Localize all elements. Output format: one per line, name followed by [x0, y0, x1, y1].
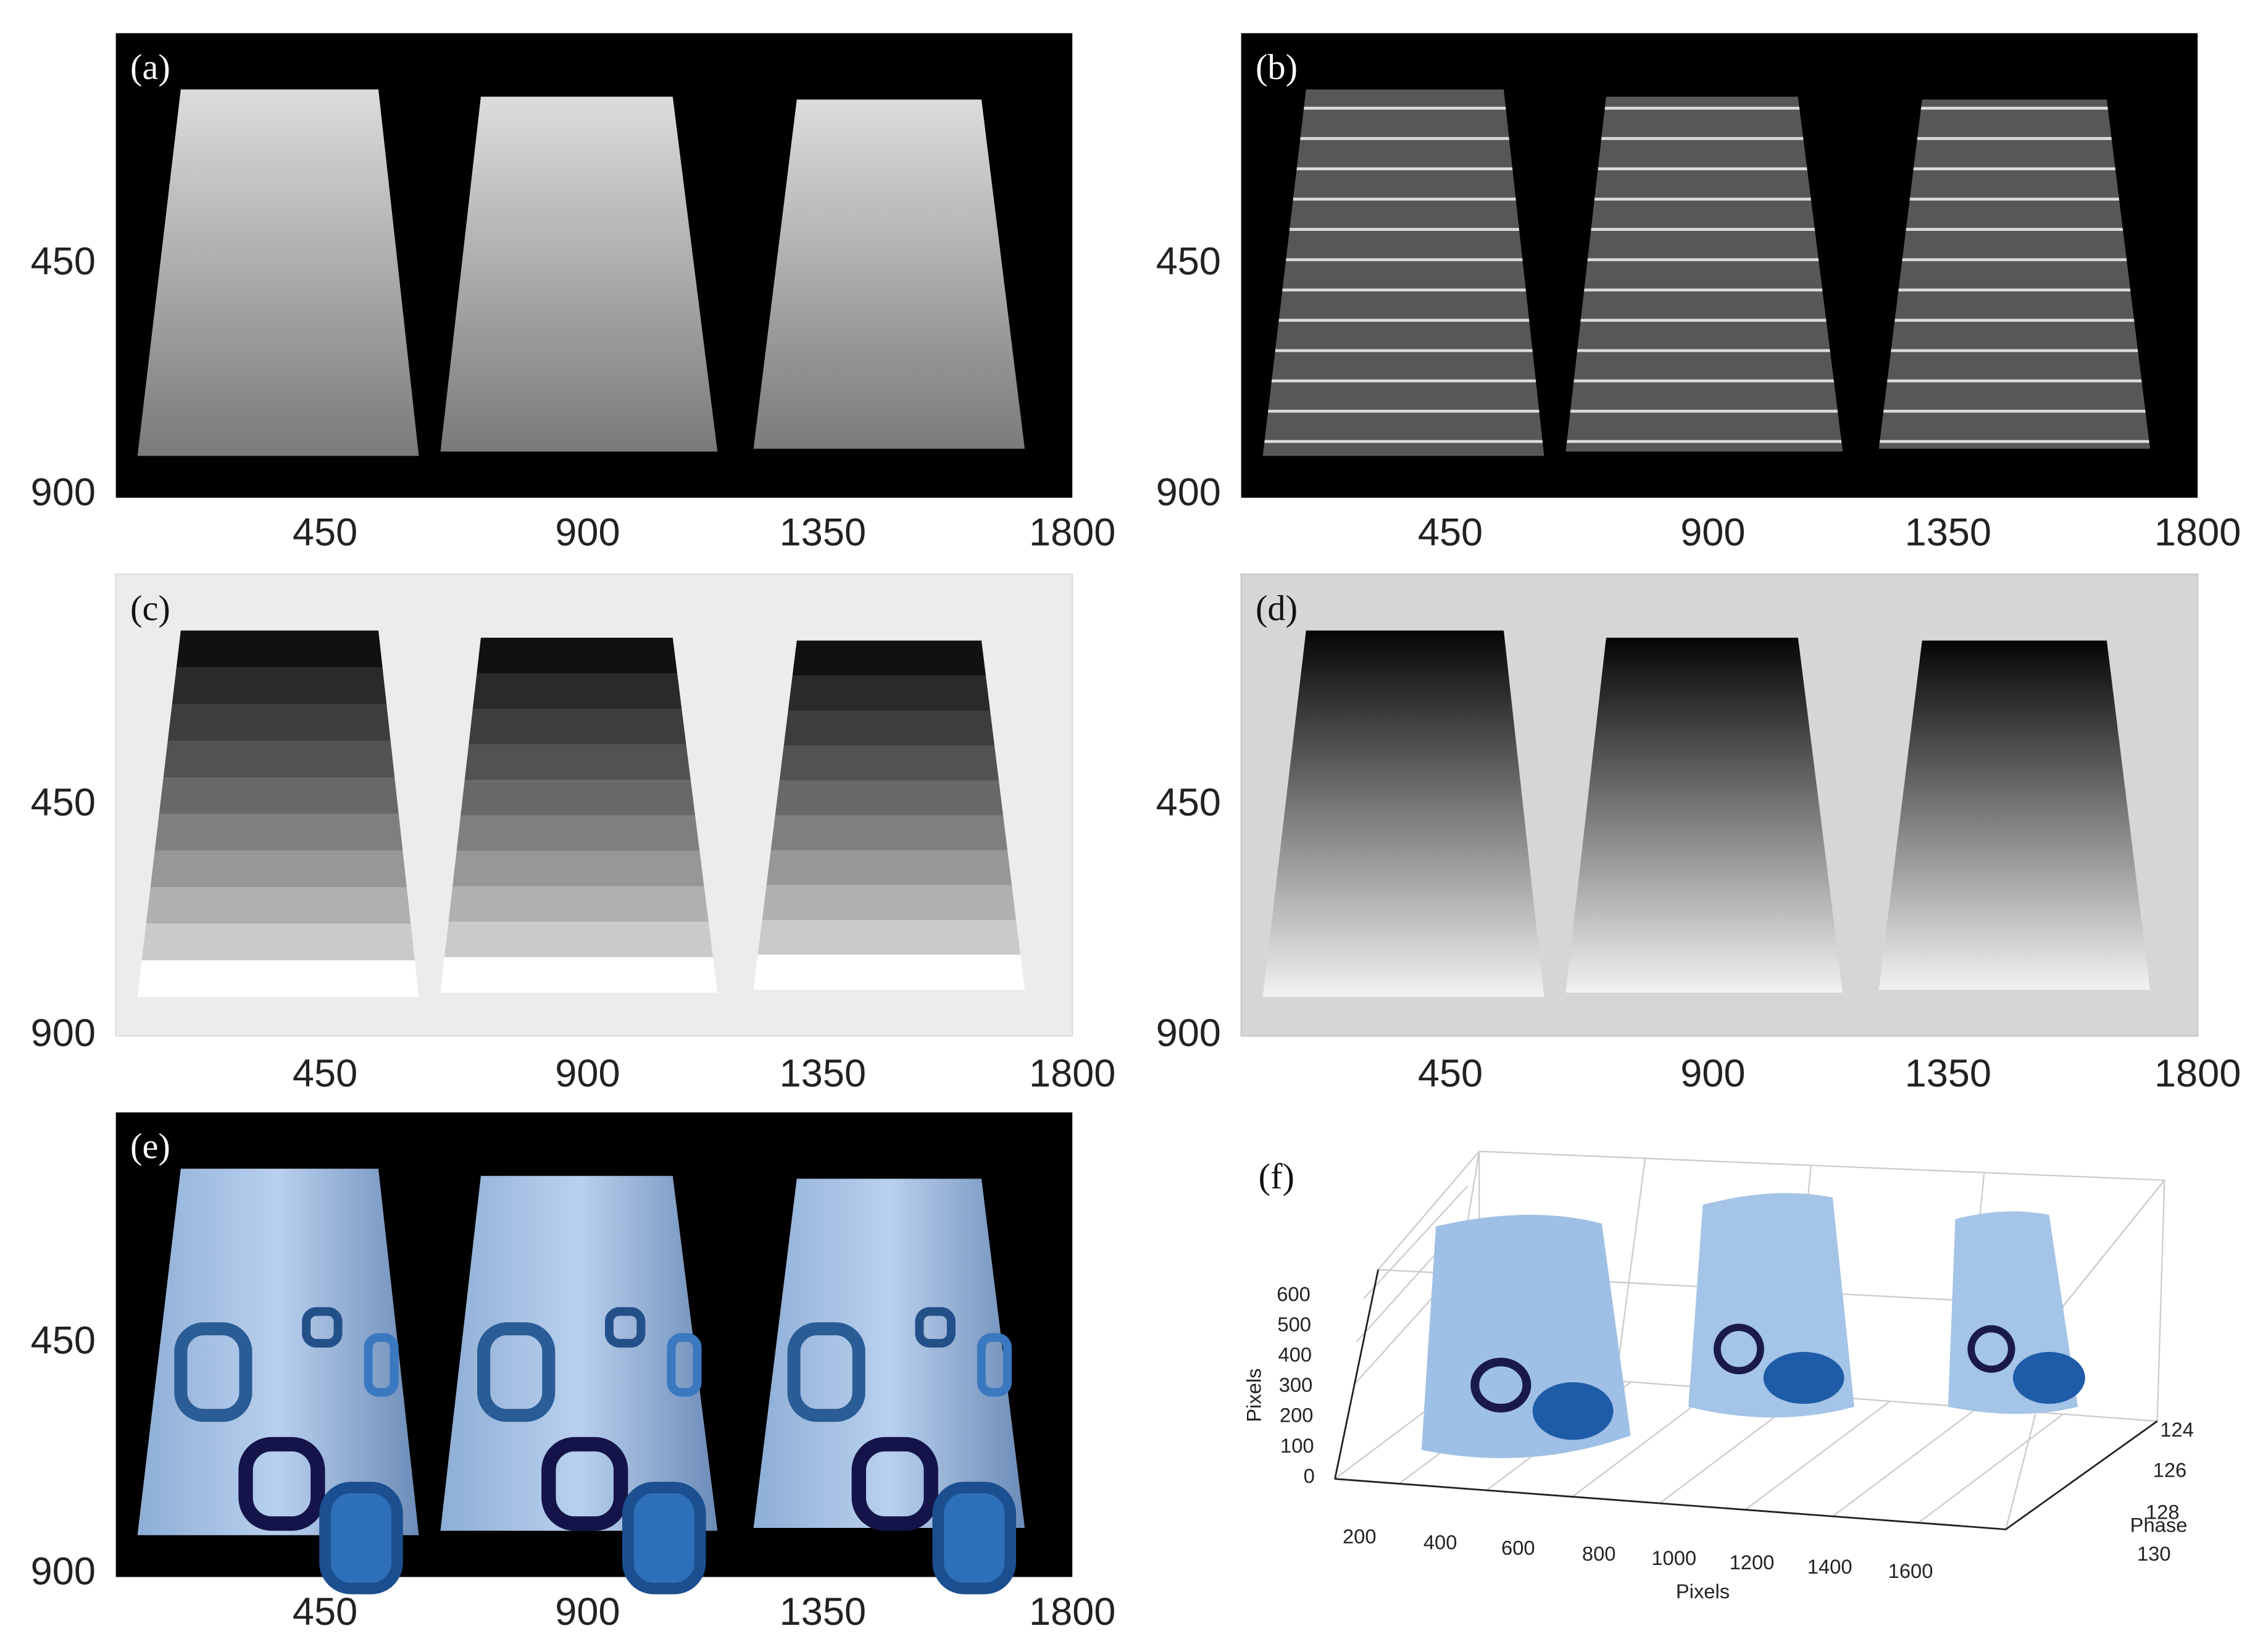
x-tick-label: 1350 [780, 511, 866, 554]
panel-e [115, 1112, 1073, 1588]
y-tick-label: 450 [1156, 240, 1221, 283]
panel-label: (f) [1259, 1156, 1294, 1196]
x-tick-label: 1000 [1651, 1546, 1696, 1569]
x-tick-label: 1400 [1807, 1555, 1852, 1578]
z-tick-label: 600 [1277, 1282, 1311, 1305]
panel-b [1241, 33, 2198, 498]
z-tick-label: 500 [1277, 1312, 1311, 1335]
x-tick-label: 400 [1423, 1530, 1457, 1553]
panel-label: (e) [130, 1126, 170, 1166]
y-tick-label: 124 [2160, 1418, 2194, 1441]
x-tick-label: 1200 [1730, 1551, 1775, 1574]
panel-a [115, 33, 1073, 498]
x-tick-label: 200 [1343, 1525, 1377, 1548]
z-tick-label: 300 [1279, 1374, 1313, 1396]
x-tick-label: 900 [555, 1590, 620, 1633]
x-tick-label: 900 [555, 511, 620, 554]
y-tick-label: 128 [2146, 1500, 2180, 1523]
panel-d [1240, 574, 2199, 1037]
y-tick-label: 900 [1156, 1012, 1221, 1055]
z-tick-label: 0 [1304, 1464, 1315, 1487]
z-tick-label: 400 [1278, 1343, 1312, 1366]
x-tick-label: 1800 [1029, 1052, 1115, 1095]
x-tick-label: 1350 [780, 1052, 866, 1095]
x-tick-label: 450 [1418, 1052, 1483, 1095]
panel-label: (d) [1256, 588, 1298, 628]
y-tick-label: 450 [31, 1319, 96, 1362]
x-tick-label: 600 [1501, 1537, 1535, 1559]
panel-c [115, 574, 1073, 1037]
y-tick-label: 900 [31, 470, 96, 514]
z-tick-label: 100 [1280, 1434, 1314, 1457]
x-tick-label: 1350 [780, 1590, 866, 1633]
x-tick-label: 1600 [1888, 1559, 1933, 1582]
x-tick-label: 450 [293, 511, 357, 554]
y-tick-label: 450 [31, 781, 96, 824]
labels: (a) 450 900 450 900 1350 1800 (b) 450 900 450 900 13… [31, 47, 2241, 1633]
x-tick-label: 900 [555, 1052, 620, 1095]
x-tick-label: 900 [1680, 511, 1745, 554]
x-tick-label: 1350 [1905, 511, 1991, 554]
panels [115, 33, 2199, 1588]
x-tick-label: 1800 [1029, 511, 1115, 554]
x-tick-label: 1800 [1029, 1590, 1115, 1633]
y-tick-label: 900 [31, 1550, 96, 1593]
x-tick-label: 450 [293, 1052, 357, 1095]
panel-label: (c) [130, 588, 170, 628]
z-axis-label: Pixels [1243, 1368, 1265, 1422]
y-tick-label: 450 [1156, 781, 1221, 824]
x-tick-label: 1800 [2154, 511, 2241, 554]
y-tick-label: 900 [31, 1012, 96, 1055]
y-tick-label: 130 [2137, 1542, 2171, 1565]
x-tick-label: 900 [1680, 1052, 1745, 1095]
panel-label: (a) [130, 47, 170, 87]
panel-f [1333, 1150, 2166, 1530]
y-tick-label: 126 [2153, 1459, 2187, 1482]
x-tick-label: 800 [1582, 1542, 1616, 1565]
y-tick-label: 900 [1156, 470, 1221, 514]
y-tick-label: 450 [31, 240, 96, 283]
x-tick-label: 1350 [1905, 1052, 1991, 1095]
z-tick-label: 200 [1280, 1404, 1314, 1427]
x-tick-label: 450 [1418, 511, 1483, 554]
x-tick-label: 450 [293, 1590, 357, 1633]
y-axis-label: Phase [2130, 1513, 2188, 1536]
x-axis-label: Pixels [1676, 1580, 1730, 1603]
panel-label: (b) [1256, 47, 1298, 87]
x-tick-label: 1800 [2154, 1052, 2241, 1095]
